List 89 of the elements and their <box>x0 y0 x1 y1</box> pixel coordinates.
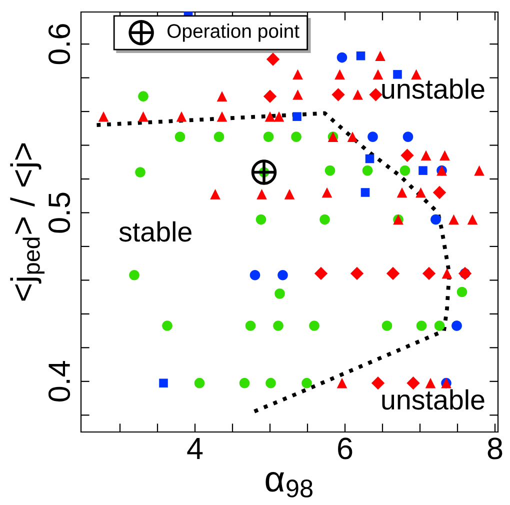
point <box>371 376 385 390</box>
point <box>420 150 432 161</box>
point <box>393 70 402 79</box>
point <box>129 270 140 280</box>
point <box>264 111 276 122</box>
point <box>375 50 386 62</box>
point <box>292 69 303 80</box>
point <box>273 320 284 331</box>
point <box>440 150 450 161</box>
point <box>216 91 228 102</box>
point <box>302 378 312 388</box>
point <box>322 187 332 198</box>
annotation: stable <box>119 221 192 242</box>
point <box>352 90 363 100</box>
point <box>362 165 373 176</box>
legend-label: Operation point <box>168 24 300 42</box>
point <box>442 268 452 279</box>
point <box>432 186 446 200</box>
point <box>402 132 414 142</box>
annotation: unstable <box>382 389 484 410</box>
point <box>194 378 205 388</box>
point <box>250 270 260 280</box>
point <box>336 378 348 388</box>
point <box>434 320 445 331</box>
point <box>138 111 148 122</box>
point <box>292 112 302 121</box>
point <box>278 270 288 280</box>
point <box>416 187 426 198</box>
y-axis-title: <j$_{ped}$> / <j> <box>10 143 44 301</box>
point <box>332 88 345 102</box>
point <box>266 52 280 66</box>
point <box>382 320 392 331</box>
point <box>263 90 277 103</box>
point <box>336 52 348 63</box>
point <box>467 214 478 225</box>
y-tick-label: 0.4 <box>48 361 70 402</box>
point <box>320 214 330 225</box>
point <box>400 148 414 162</box>
point <box>176 111 187 122</box>
y-tick-label: 0.5 <box>48 192 70 233</box>
point <box>98 111 109 122</box>
point <box>292 90 303 100</box>
point <box>291 132 302 142</box>
point <box>210 189 220 200</box>
y-tick-label: 0.6 <box>48 24 70 64</box>
point <box>369 88 382 102</box>
point <box>314 266 328 280</box>
point <box>418 166 428 175</box>
point <box>138 91 148 102</box>
point <box>448 214 459 225</box>
point <box>274 288 285 299</box>
point <box>350 266 364 280</box>
point <box>245 320 256 331</box>
point <box>239 378 250 388</box>
point <box>406 376 420 390</box>
point <box>159 378 168 388</box>
point <box>347 132 358 142</box>
point <box>216 111 228 122</box>
x-tick-label: 6 <box>338 438 352 460</box>
point <box>400 165 410 176</box>
point <box>368 132 378 142</box>
point <box>360 188 370 197</box>
annotation: unstable <box>382 78 484 99</box>
point <box>356 51 366 60</box>
point <box>372 69 384 80</box>
point <box>214 132 224 142</box>
point <box>365 154 374 164</box>
x-axis-title: α$_{98}$ <box>266 472 312 498</box>
point <box>256 189 267 200</box>
point <box>274 111 284 122</box>
point <box>456 286 468 298</box>
point <box>324 165 336 176</box>
point <box>263 132 274 142</box>
point <box>284 189 295 200</box>
point <box>334 69 345 80</box>
point <box>474 165 484 176</box>
point <box>422 266 436 280</box>
point <box>309 320 320 331</box>
point <box>416 320 427 331</box>
point <box>174 132 186 142</box>
x-tick-label: 4 <box>187 438 203 460</box>
point <box>135 167 146 178</box>
x-tick-label: 8 <box>488 438 502 460</box>
point <box>396 187 408 198</box>
point <box>425 378 436 388</box>
point <box>162 320 172 331</box>
point <box>386 266 400 280</box>
point <box>256 214 266 225</box>
point <box>266 378 276 388</box>
